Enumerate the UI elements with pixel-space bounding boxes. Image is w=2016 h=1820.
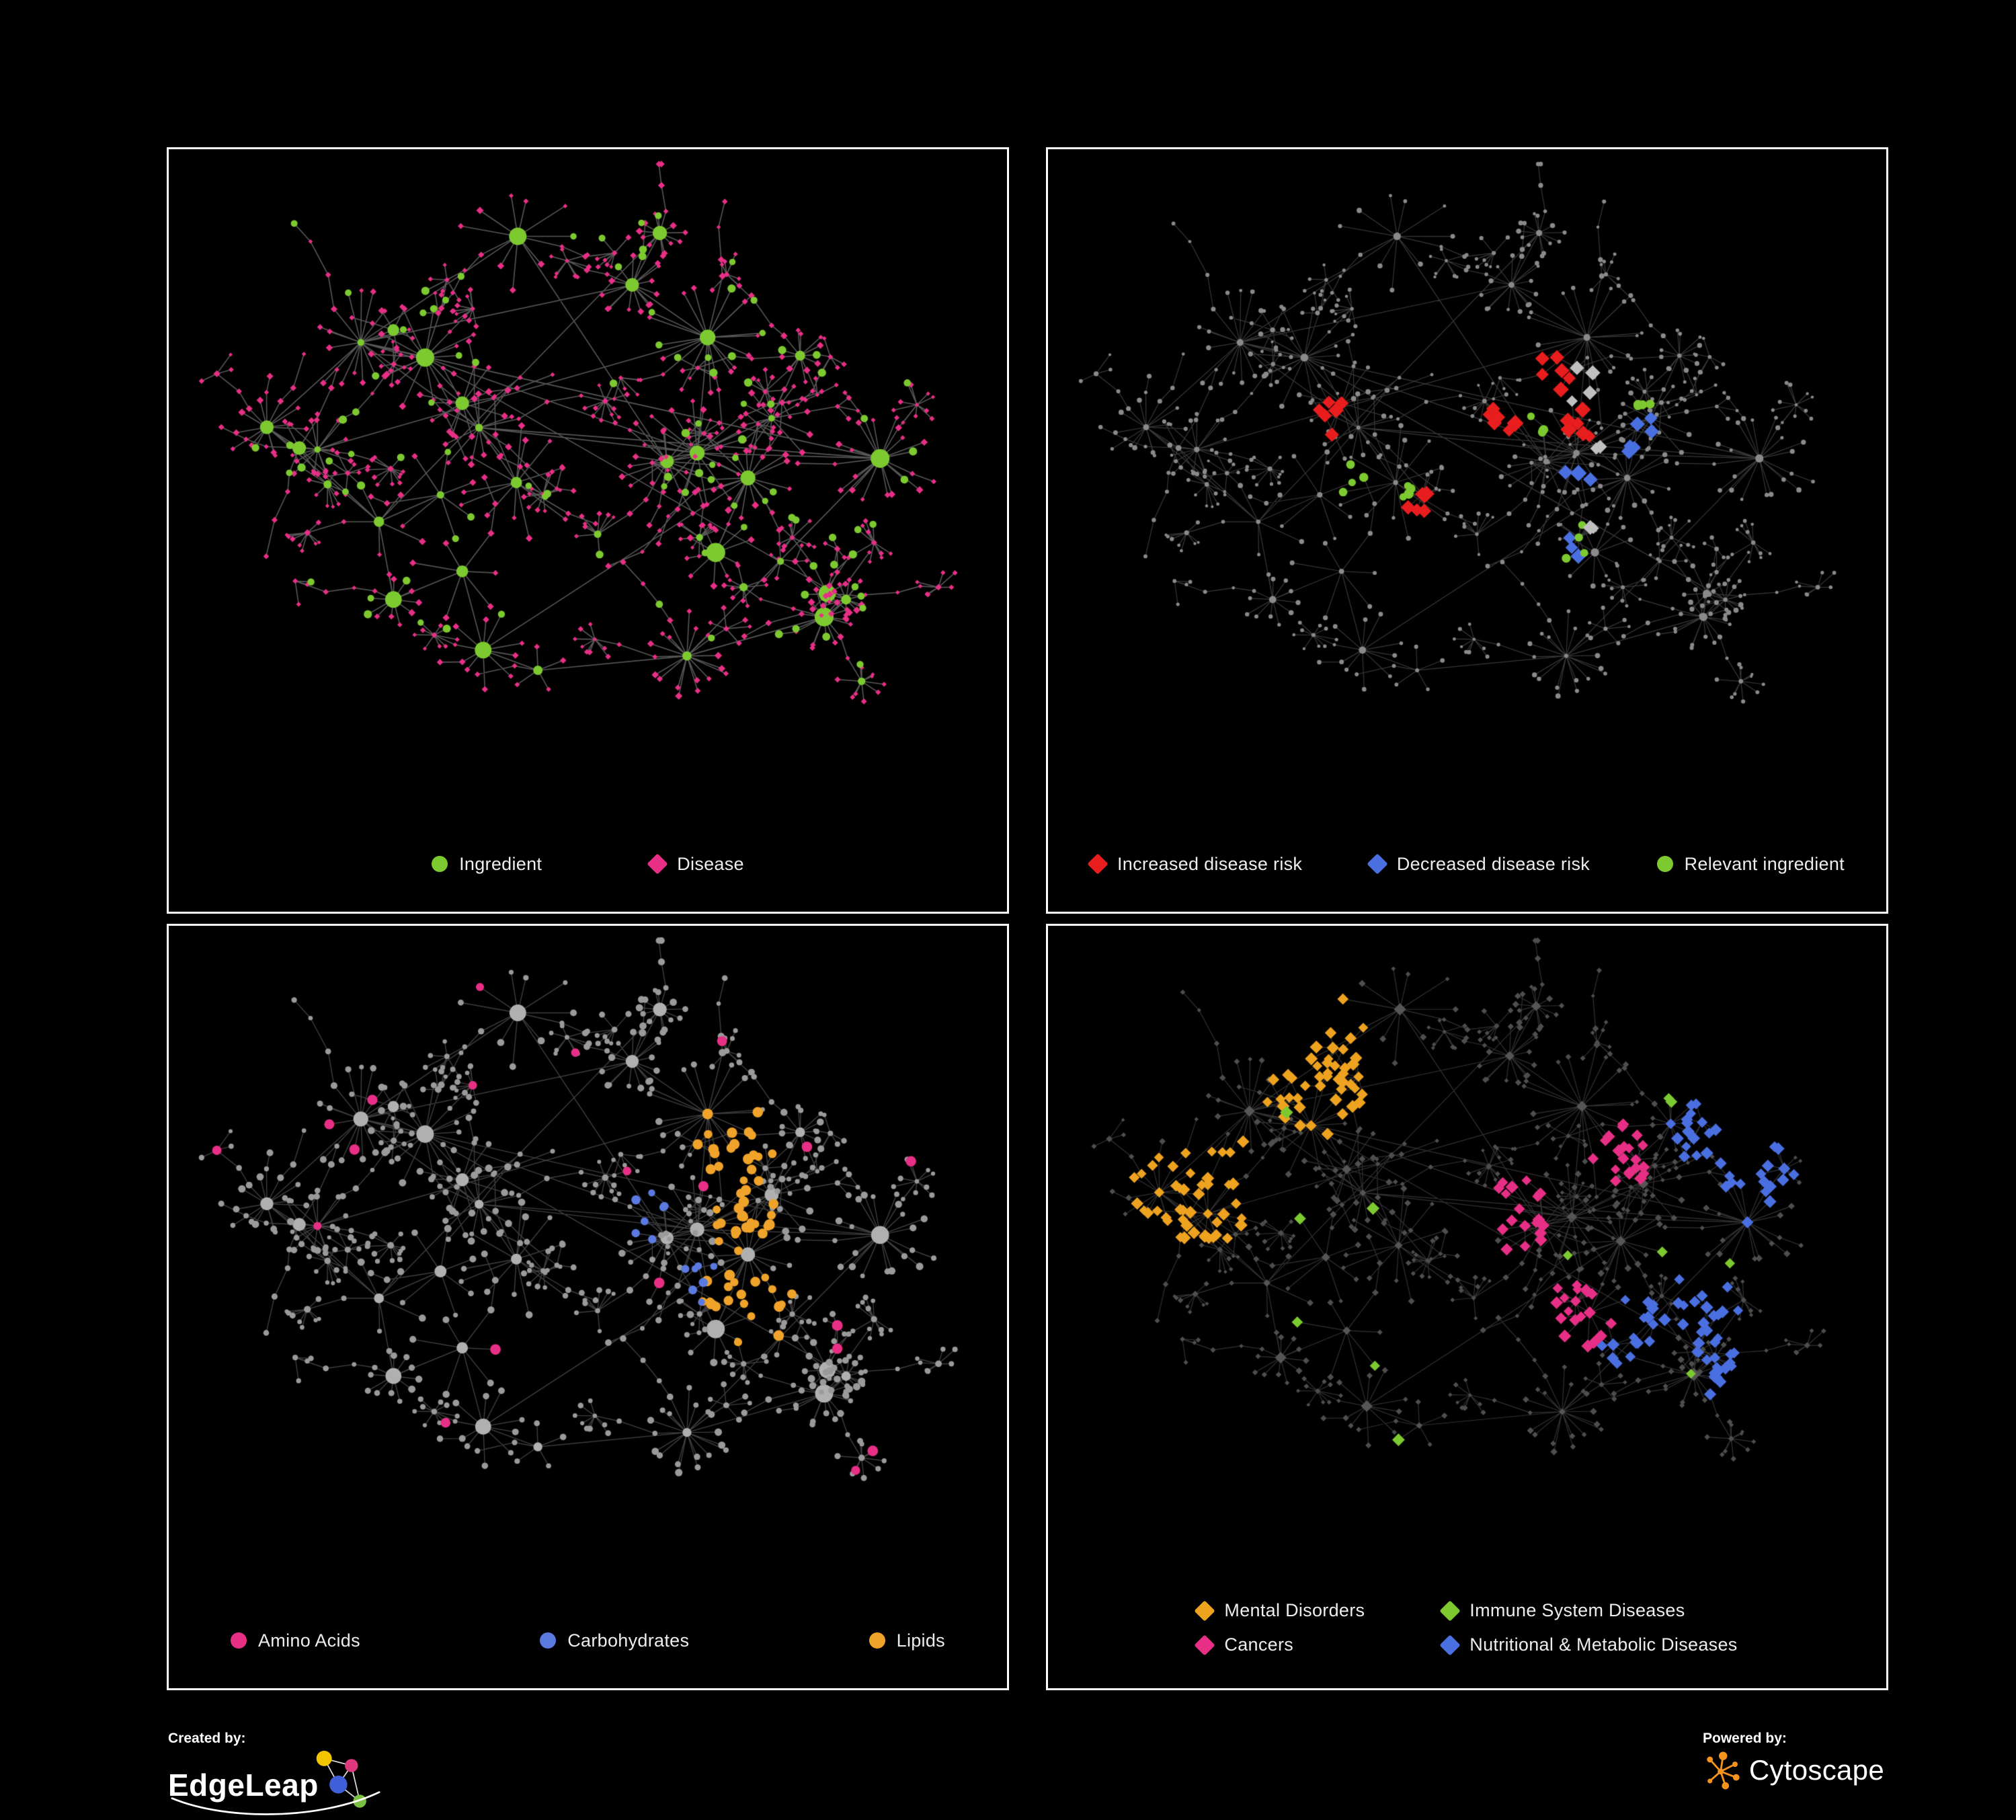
legend-item-decreased-risk: Decreased disease risk xyxy=(1367,853,1590,875)
legend-label-mental-disorders: Mental Disorders xyxy=(1224,1600,1365,1620)
cytoscape-logo-icon xyxy=(1707,1751,1740,1790)
legend-item-amino-acids: Amino Acids xyxy=(231,1630,360,1651)
legend-item-disease: Disease xyxy=(647,853,744,875)
legend-item-ingredient: Ingredient xyxy=(432,854,542,875)
legend-item-relevant-ingredient: Relevant ingredient xyxy=(1656,853,1845,875)
legend-label-immune-diseases: Immune System Diseases xyxy=(1469,1600,1685,1620)
network-disease-classes xyxy=(1048,926,1886,1587)
amino-acids-marker-icon xyxy=(231,1632,247,1649)
network-disease-risk xyxy=(1048,149,1886,839)
legend-item-lipids: Lipids xyxy=(869,1630,945,1651)
legend-item-mental-disorders: Mental Disorders xyxy=(1194,1599,1365,1622)
mental-disorders-marker-icon xyxy=(1194,1599,1216,1622)
legend-item-immune-diseases: Immune System Diseases xyxy=(1439,1599,1737,1622)
legend-label-carbohydrates: Carbohydrates xyxy=(567,1630,690,1651)
nutritional-metabolic-marker-icon xyxy=(1439,1634,1461,1656)
powered-by-label: Powered by: xyxy=(1703,1731,1787,1746)
disease-marker-icon xyxy=(647,853,668,875)
legend-item-nutritional-metabolic: Nutritional & Metabolic Diseases xyxy=(1439,1634,1738,1656)
carbohydrates-marker-icon xyxy=(540,1632,557,1649)
legend-disease-risk: Increased disease risk Decreased disease… xyxy=(1048,839,1886,912)
cytoscape-logo-text: Cytoscape xyxy=(1748,1754,1884,1786)
edgeleap-credit: Created by: EdgeLeap xyxy=(168,1731,397,1817)
legend-item-cancers: Cancers xyxy=(1194,1634,1365,1656)
legend-label-decreased-risk: Decreased disease risk xyxy=(1396,853,1590,874)
legend-label-lipids: Lipids xyxy=(896,1630,945,1651)
edgeleap-swoosh-icon xyxy=(171,1791,380,1815)
panel-nutrient-classes: Amino Acids Carbohydrates Lipids xyxy=(167,924,1009,1690)
legend-nutrient-classes: Amino Acids Carbohydrates Lipids xyxy=(169,1616,1007,1688)
network-nutrient-classes xyxy=(169,926,1007,1616)
cancers-marker-icon xyxy=(1194,1634,1216,1656)
decreased-risk-marker-icon xyxy=(1367,853,1388,875)
legend-disease-classes: Mental Disorders Immune System Diseases … xyxy=(1048,1587,1886,1688)
legend-item-increased-risk: Increased disease risk xyxy=(1087,853,1303,875)
edgeleap-molecule-icon xyxy=(316,1750,366,1808)
ingredient-marker-icon xyxy=(432,856,448,872)
panel-disease-classes: Mental Disorders Immune System Diseases … xyxy=(1046,924,1888,1690)
cytoscape-logo: Cytoscape xyxy=(1703,1751,1884,1790)
created-by-label: Created by: xyxy=(168,1731,246,1746)
edgeleap-logo: EdgeLeap xyxy=(168,1749,397,1819)
increased-risk-marker-icon xyxy=(1087,853,1108,875)
edgeleap-logo-text: EdgeLeap xyxy=(168,1768,319,1803)
panel-ingredient-disease: Ingredient Disease xyxy=(167,147,1009,914)
cytoscape-credit: Powered by: xyxy=(1703,1731,1884,1805)
relevant-ingredient-marker-icon xyxy=(1656,856,1673,872)
legend-label-increased-risk: Increased disease risk xyxy=(1117,853,1303,874)
legend-label-amino-acids: Amino Acids xyxy=(258,1630,360,1651)
legend-label-relevant-ingredient: Relevant ingredient xyxy=(1684,853,1845,874)
immune-diseases-marker-icon xyxy=(1439,1599,1461,1622)
network-ingredient-disease xyxy=(169,149,1007,839)
legend-label-disease: Disease xyxy=(677,853,744,874)
legend-label-ingredient: Ingredient xyxy=(459,853,542,874)
panel-disease-risk: Increased disease risk Decreased disease… xyxy=(1046,147,1888,914)
legend-label-cancers: Cancers xyxy=(1224,1634,1294,1655)
lipids-marker-icon xyxy=(869,1632,885,1649)
legend-label-nutritional-metabolic: Nutritional & Metabolic Diseases xyxy=(1469,1634,1738,1655)
legend-item-carbohydrates: Carbohydrates xyxy=(540,1630,689,1651)
legend-ingredient-disease: Ingredient Disease xyxy=(169,839,1007,912)
